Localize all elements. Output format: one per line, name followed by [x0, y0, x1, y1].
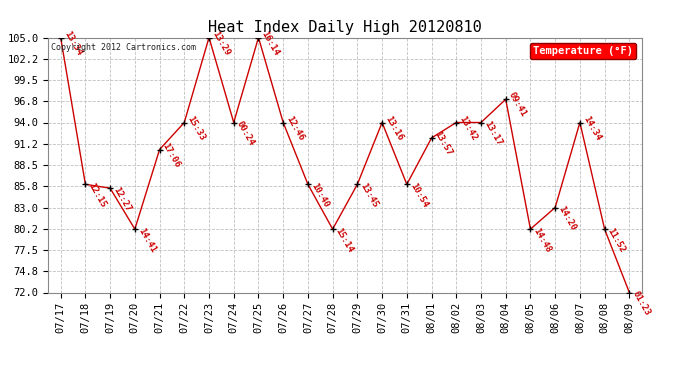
Text: 14:34: 14:34 — [581, 114, 602, 142]
Title: Heat Index Daily High 20120810: Heat Index Daily High 20120810 — [208, 20, 482, 35]
Text: 14:41: 14:41 — [136, 226, 157, 254]
Text: 13:42: 13:42 — [457, 114, 479, 142]
Text: 16:14: 16:14 — [259, 29, 281, 57]
Text: 12:15: 12:15 — [87, 182, 108, 209]
Text: 01:23: 01:23 — [631, 290, 652, 317]
Text: 15:14: 15:14 — [334, 226, 355, 254]
Text: Copyright 2012 Cartronics.com: Copyright 2012 Cartronics.com — [51, 43, 196, 52]
Text: 00:24: 00:24 — [235, 120, 256, 147]
Text: 15:33: 15:33 — [186, 114, 207, 142]
Legend: Temperature (°F): Temperature (°F) — [530, 43, 636, 59]
Text: 17:06: 17:06 — [161, 141, 182, 169]
Text: 13:16: 13:16 — [384, 114, 404, 142]
Text: 10:54: 10:54 — [408, 182, 429, 209]
Text: 11:52: 11:52 — [606, 226, 627, 254]
Text: 12:46: 12:46 — [284, 114, 306, 142]
Text: 10:40: 10:40 — [309, 182, 331, 209]
Text: 13:17: 13:17 — [482, 120, 504, 147]
Text: 13:29: 13:29 — [210, 29, 231, 57]
Text: 14:48: 14:48 — [532, 226, 553, 254]
Text: 09:41: 09:41 — [507, 91, 528, 119]
Text: 13:34: 13:34 — [62, 29, 83, 57]
Text: 13:57: 13:57 — [433, 130, 454, 158]
Text: 12:27: 12:27 — [111, 185, 132, 213]
Text: 13:45: 13:45 — [359, 182, 380, 209]
Text: 14:20: 14:20 — [556, 204, 578, 232]
